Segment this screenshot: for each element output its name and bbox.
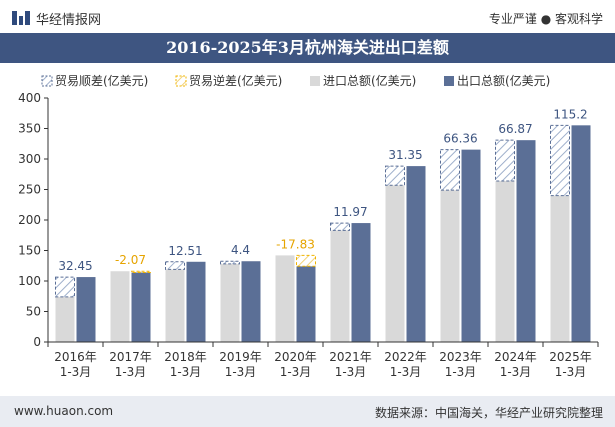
export-bar — [186, 261, 206, 342]
balance-label: 4.4 — [231, 243, 250, 257]
import-bar — [330, 230, 350, 342]
legend-item-import: 进口总额(亿美元) — [310, 73, 416, 88]
y-axis: 0 50 100 150 200 250 300 350 400 — [18, 91, 49, 349]
import-bar — [550, 195, 570, 342]
import-bar — [220, 263, 240, 342]
balance-label: 31.35 — [388, 148, 422, 162]
deficit-mark — [131, 270, 151, 274]
x-tick-label: 2024年 1-3月 — [494, 350, 537, 379]
category-group: 32.45 — [55, 259, 96, 342]
legend-label-surplus: 贸易顺差(亿美元) — [55, 73, 148, 88]
chart-area: 贸易顺差(亿美元) 贸易逆差(亿美元) 进口总额(亿美元) 出口总额(亿美元) … — [18, 73, 599, 379]
footer: www.huaon.com 数据来源：中国海关，华经产业研究院整理 — [0, 396, 615, 427]
tagline: 专业严谨 ● 客观科学 — [488, 12, 603, 26]
legend-swatch-deficit — [175, 75, 187, 87]
balance-label: 32.45 — [58, 259, 92, 273]
y-tick-label: 300 — [18, 152, 41, 166]
website-link[interactable]: www.huaon.com — [14, 404, 114, 418]
export-bar — [406, 166, 426, 342]
category-group: -17.83 — [275, 237, 316, 342]
chart-title: 2016-2025年3月杭州海关进出口差额 — [0, 33, 615, 63]
logo-icon — [12, 9, 31, 25]
import-bar — [440, 190, 460, 342]
import-bar — [55, 296, 75, 342]
surplus-mark — [440, 149, 460, 191]
deficit-mark — [296, 254, 316, 267]
export-bar — [296, 266, 316, 342]
category-group: 66.36 — [440, 132, 481, 342]
export-bar — [131, 272, 151, 342]
x-tick-label: 2020年 1-3月 — [274, 350, 317, 379]
legend: 贸易顺差(亿美元) 贸易逆差(亿美元) 进口总额(亿美元) 出口总额(亿美元) — [41, 73, 550, 88]
y-tick-label: 0 — [33, 335, 41, 349]
category-group: 31.35 — [385, 148, 426, 342]
x-tick-label: 2025年 1-3月 — [549, 350, 592, 379]
x-tick-label: 2021年 1-3月 — [329, 350, 372, 379]
legend-label-import: 进口总额(亿美元) — [323, 73, 416, 88]
y-tick-label: 100 — [18, 274, 41, 288]
import-bar — [110, 271, 130, 342]
x-axis: 2016年 1-3月 2017年 1-3月 2018年 1-3月 2019年 1-3月 2020… — [47, 341, 599, 379]
bars: 32.45 -2.07 12.51 4.4 -17.83 11.97 31.35 66.36 6… — [55, 107, 591, 342]
balance-label: -2.07 — [115, 253, 146, 267]
balance-label: 115.2 — [553, 107, 587, 121]
y-tick-label: 50 — [26, 305, 41, 319]
legend-label-deficit: 贸易逆差(亿美元) — [189, 73, 282, 88]
export-bar — [516, 140, 536, 342]
y-tick-label: 200 — [18, 213, 41, 227]
balance-label: 12.51 — [168, 244, 202, 258]
y-tick-label: 150 — [18, 244, 41, 258]
surplus-mark — [55, 276, 75, 298]
legend-item-deficit: 贸易逆差(亿美元) — [175, 73, 282, 88]
x-tick-label: 2022年 1-3月 — [384, 350, 427, 379]
y-tick-label: 400 — [18, 91, 41, 105]
x-tick-label: 2019年 1-3月 — [219, 350, 262, 379]
import-bar — [385, 185, 405, 342]
balance-label: -17.83 — [276, 237, 315, 251]
legend-item-surplus: 贸易顺差(亿美元) — [41, 73, 148, 88]
export-bar — [461, 149, 481, 342]
category-group: 66.87 — [495, 122, 536, 342]
data-source: 数据来源：中国海关，华经产业研究院整理 — [374, 406, 603, 420]
balance-label: 66.36 — [443, 132, 477, 146]
import-bar — [165, 269, 185, 342]
surplus-mark — [220, 260, 240, 265]
x-tick-label: 2018年 1-3月 — [164, 350, 207, 379]
export-bar — [76, 277, 96, 342]
category-group: 11.97 — [330, 205, 371, 342]
surplus-mark — [495, 139, 515, 182]
y-tick-label: 250 — [18, 183, 41, 197]
surplus-mark — [550, 124, 570, 197]
export-bar — [351, 223, 371, 342]
brand-name: 华经情报网 — [36, 13, 102, 28]
top-bar: 华经情报网 专业严谨 ● 客观科学 — [0, 0, 615, 33]
legend-item-export: 出口总额(亿美元) — [444, 73, 550, 88]
surplus-mark — [385, 165, 405, 186]
export-bar — [241, 261, 261, 342]
surplus-mark — [330, 222, 350, 231]
legend-label-export: 出口总额(亿美元) — [457, 73, 550, 88]
export-bar — [571, 125, 591, 342]
legend-swatch-surplus — [41, 75, 53, 87]
balance-label: 11.97 — [333, 205, 367, 219]
category-group: 115.2 — [550, 107, 591, 342]
import-bar — [275, 255, 295, 342]
category-group: 4.4 — [220, 243, 261, 342]
x-tick-label: 2023年 1-3月 — [439, 350, 482, 379]
legend-swatch-export — [444, 76, 454, 86]
legend-swatch-import — [310, 76, 320, 86]
surplus-mark — [165, 261, 185, 270]
import-bar — [495, 180, 515, 342]
category-group: 12.51 — [165, 244, 206, 342]
balance-label: 66.87 — [498, 122, 532, 136]
y-tick-label: 350 — [18, 122, 41, 136]
x-tick-label: 2017年 1-3月 — [109, 350, 152, 379]
category-group: -2.07 — [110, 253, 151, 342]
x-tick-label: 2016年 1-3月 — [54, 350, 97, 379]
